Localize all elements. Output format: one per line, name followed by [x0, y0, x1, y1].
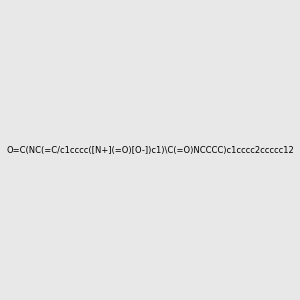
Text: O=C(NC(=C/c1cccc([N+](=O)[O-])c1)\C(=O)NCCCC)c1cccc2ccccc12: O=C(NC(=C/c1cccc([N+](=O)[O-])c1)\C(=O)N…: [6, 146, 294, 154]
